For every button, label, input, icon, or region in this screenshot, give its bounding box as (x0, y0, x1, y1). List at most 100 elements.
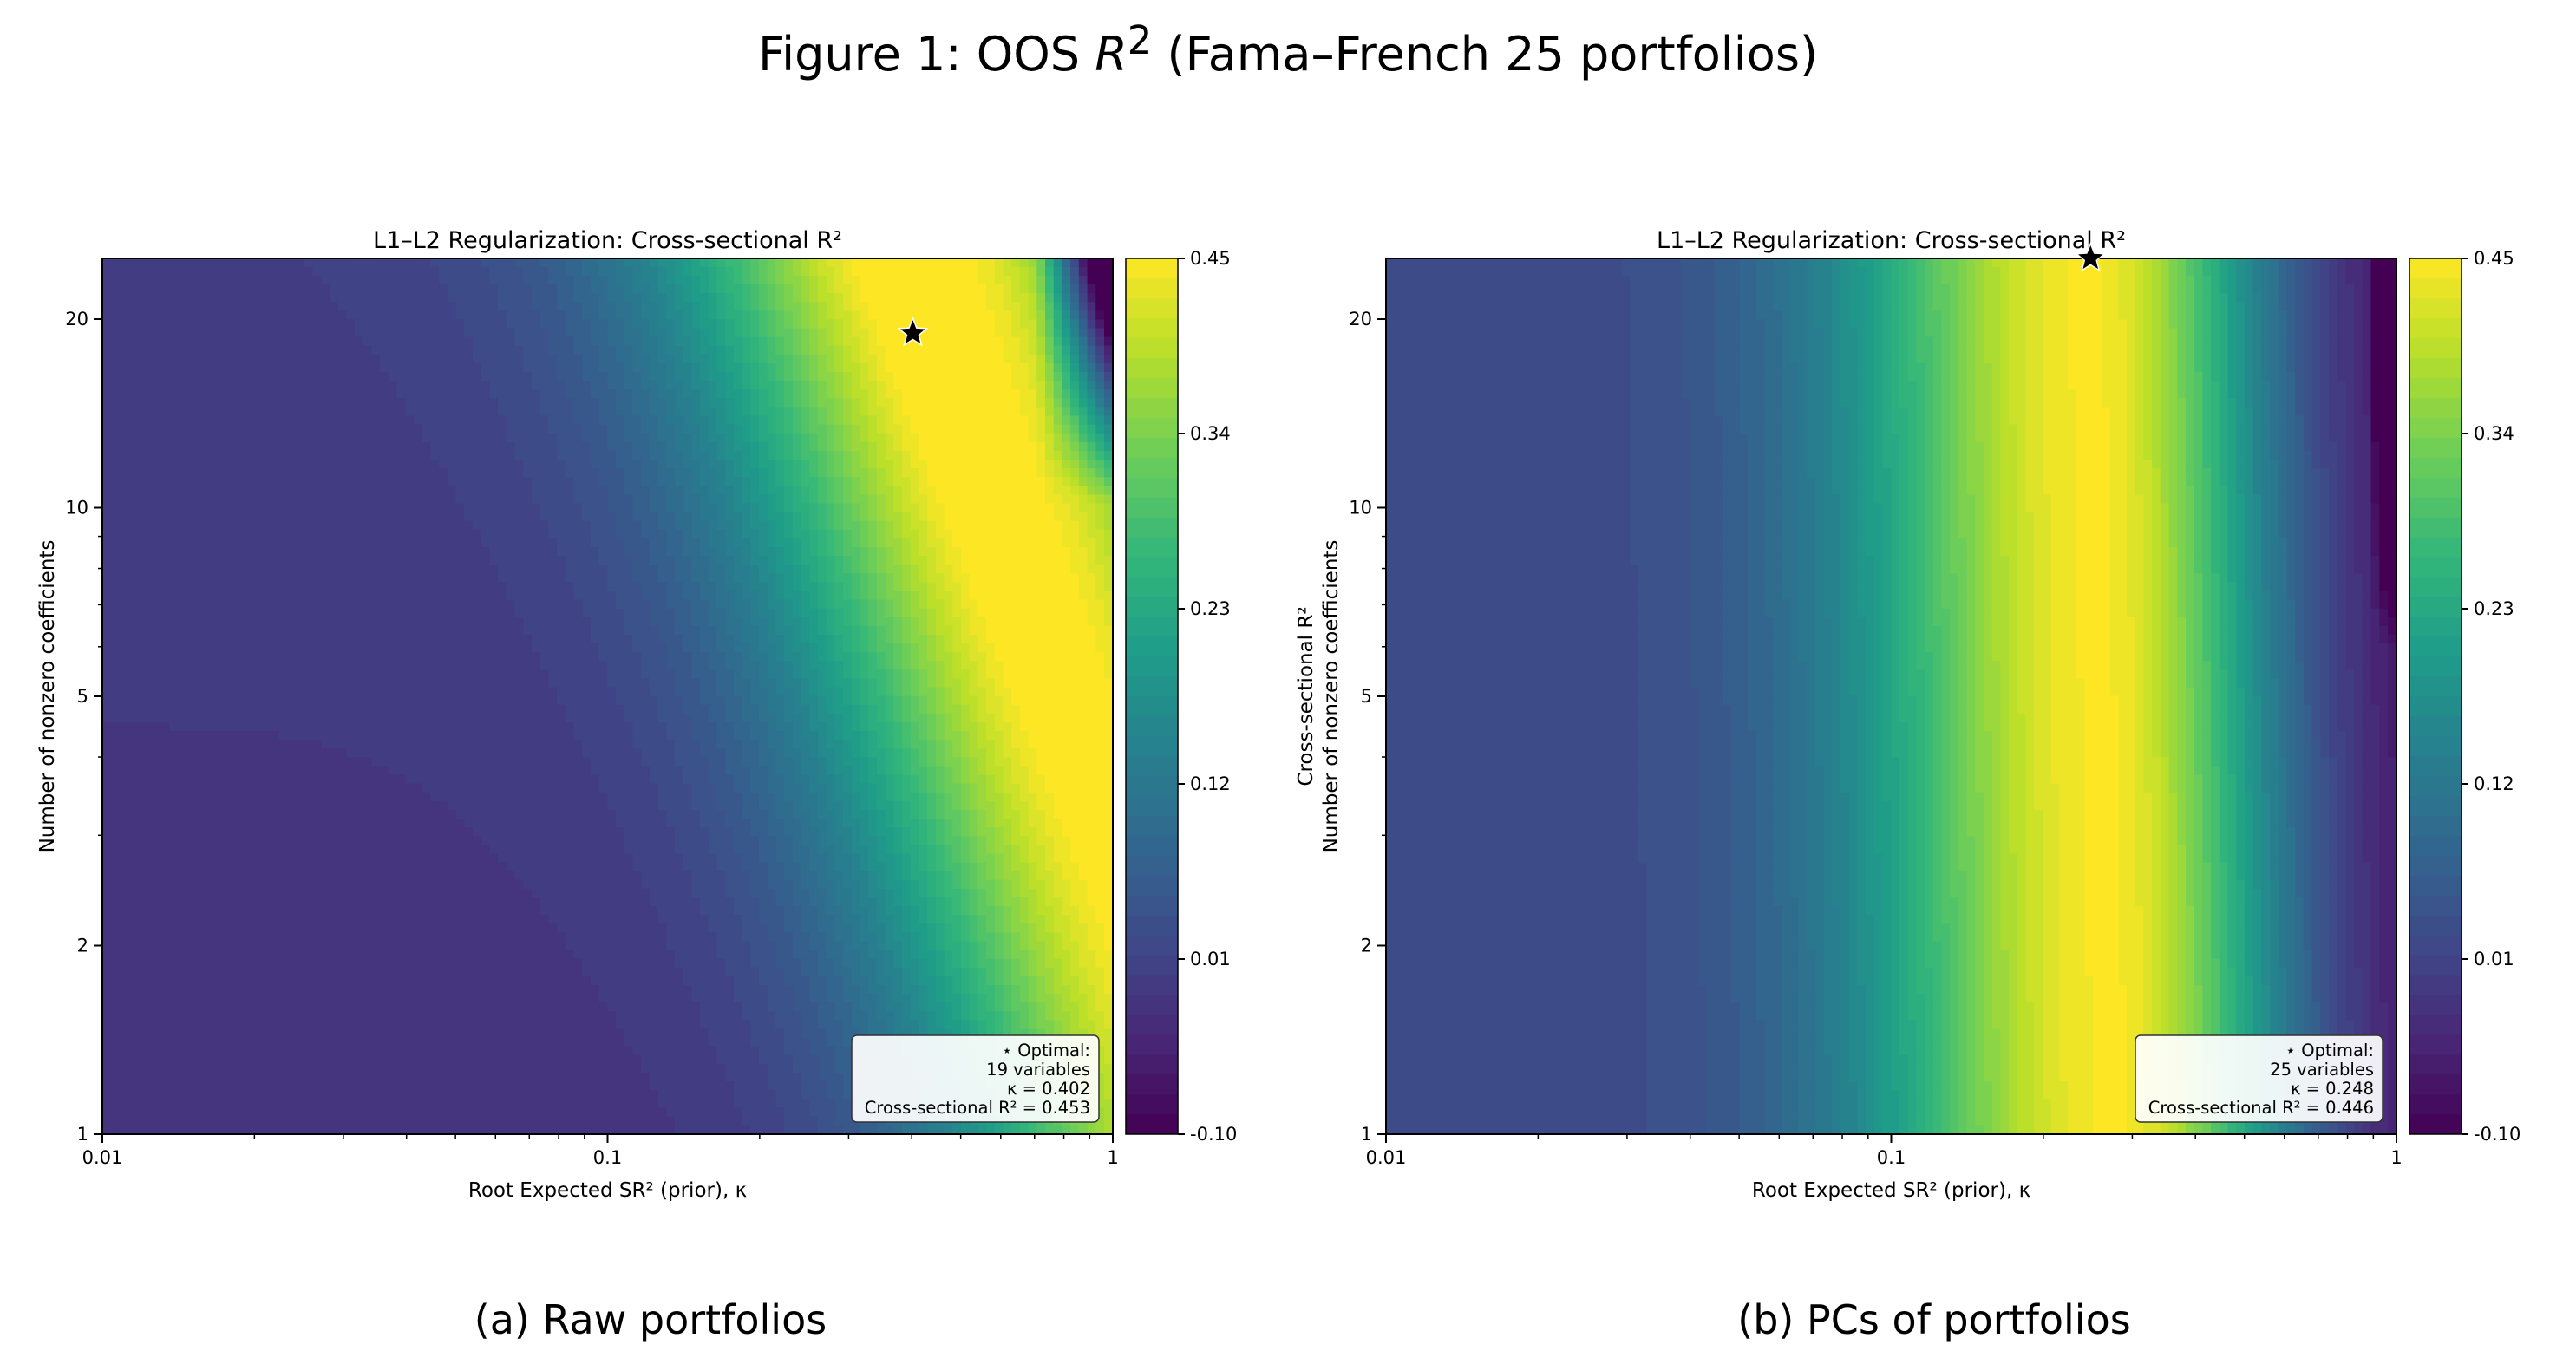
heatmap-cell (253, 669, 263, 680)
heatmap-cell (101, 310, 112, 320)
heatmap-cell (396, 520, 406, 531)
heatmap-cell (304, 1054, 314, 1065)
heatmap-cell (346, 862, 356, 872)
heatmap-cell (211, 1125, 221, 1135)
heatmap-cell (337, 520, 347, 531)
heatmap-cell (135, 827, 145, 837)
heatmap-cell (270, 310, 280, 320)
heatmap-cell (405, 433, 415, 443)
heatmap-cell (346, 879, 356, 890)
heatmap-cell (472, 547, 482, 557)
heatmap-cell (178, 538, 187, 548)
heatmap-cell (380, 1046, 389, 1056)
heatmap-cell (178, 310, 187, 320)
heatmap-cell (405, 687, 415, 697)
heatmap-cell (270, 1090, 280, 1100)
heatmap-cell (295, 800, 305, 811)
heatmap-cell (430, 415, 440, 426)
heatmap-cell (245, 328, 255, 338)
heatmap-cell (237, 932, 246, 943)
heatmap-cell (380, 547, 389, 557)
heatmap-cell (160, 915, 170, 924)
heatmap-cell (312, 529, 322, 539)
heatmap-cell (127, 853, 137, 864)
heatmap-cell (160, 774, 170, 785)
heatmap-cell (380, 433, 389, 443)
heatmap-cell (135, 862, 145, 872)
heatmap-cell (455, 704, 465, 715)
heatmap-cell (380, 731, 389, 741)
heatmap-cell (186, 994, 196, 1003)
heatmap-cell (506, 381, 516, 390)
heatmap-cell (304, 1081, 314, 1091)
heatmap-cell (287, 310, 297, 320)
heatmap-cell (152, 1090, 162, 1100)
heatmap-cell (380, 372, 389, 382)
heatmap-cell (447, 897, 457, 907)
heatmap-cell (295, 1090, 305, 1100)
heatmap-cell (514, 915, 524, 924)
heatmap-cell (396, 1090, 406, 1100)
heatmap-cell (447, 810, 457, 819)
heatmap-cell (430, 731, 440, 741)
heatmap-cell (489, 879, 499, 890)
heatmap-cell (169, 897, 179, 907)
heatmap-cell (380, 362, 389, 373)
heatmap-cell (186, 477, 196, 486)
heatmap-cell (237, 713, 246, 723)
heatmap-cell (101, 906, 112, 916)
heatmap-cell (321, 871, 330, 881)
heatmap-cell (127, 1073, 137, 1082)
heatmap-cell (119, 582, 128, 592)
heatmap-cell (312, 800, 322, 811)
heatmap-cell (211, 477, 221, 486)
heatmap-cell (464, 669, 474, 680)
heatmap-cell (262, 967, 271, 977)
heatmap-cell (506, 1011, 516, 1021)
heatmap-cell (481, 1020, 490, 1030)
heatmap-cell (270, 319, 280, 330)
heatmap-cell (304, 1020, 314, 1030)
heatmap-cell (337, 810, 347, 819)
heatmap-cell (119, 792, 128, 802)
heatmap-cell (262, 538, 271, 548)
heatmap-cell (186, 757, 196, 767)
heatmap-cell (514, 897, 524, 907)
heatmap-cell (396, 950, 406, 960)
heatmap-cell (160, 529, 170, 539)
heatmap-cell (497, 1002, 507, 1012)
heatmap-cell (178, 407, 187, 417)
heatmap-cell (127, 897, 137, 907)
heatmap-cell (380, 757, 389, 767)
heatmap-cell (237, 1011, 246, 1021)
heatmap-cell (295, 424, 305, 434)
heatmap-cell (430, 599, 440, 610)
heatmap-cell (194, 450, 204, 460)
heatmap-cell (270, 565, 280, 574)
heatmap-cell (405, 591, 415, 601)
heatmap-cell (262, 381, 271, 390)
heatmap-cell (388, 687, 398, 697)
heatmap-cell (497, 362, 507, 373)
heatmap-cell (295, 871, 305, 881)
heatmap-cell (110, 845, 120, 855)
heatmap-cell (329, 792, 339, 802)
heatmap-cell (110, 888, 120, 898)
heatmap-cell (219, 976, 229, 986)
heatmap-cell (489, 310, 499, 320)
heatmap-cell (194, 1116, 204, 1126)
heatmap-cell (489, 328, 499, 338)
heatmap-cell (388, 398, 398, 408)
heatmap-cell (430, 275, 440, 285)
heatmap-cell (295, 494, 305, 505)
heatmap-cell (169, 319, 179, 330)
heatmap-cell (396, 460, 406, 469)
heatmap-cell (295, 1116, 305, 1126)
heatmap-cell (169, 1020, 179, 1030)
heatmap-cell (481, 1046, 490, 1056)
heatmap-cell (337, 643, 347, 653)
heatmap-cell (219, 792, 229, 802)
heatmap-cell (287, 293, 297, 303)
heatmap-cell (152, 731, 162, 741)
heatmap-cell (396, 1028, 406, 1039)
